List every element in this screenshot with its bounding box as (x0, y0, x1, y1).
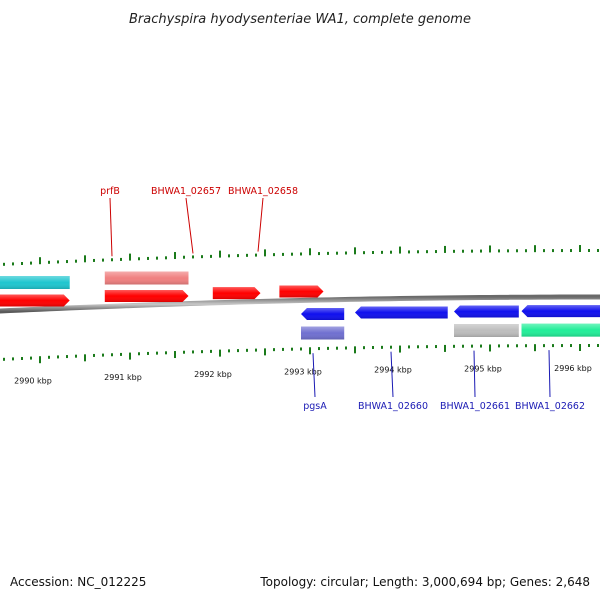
tick-label: 2995 kbp (464, 365, 502, 374)
label-leader-fwd-cds-prfB (109, 197, 113, 257)
label-leader-fwd-cds-02658 (257, 197, 264, 252)
feature-shade-rev-gene-pgsA (301, 326, 345, 340)
gene-label-rev-cds-02662: BHWA1_02662 (515, 401, 585, 412)
label-leader-rev-cds-02660 (390, 351, 394, 398)
gene-label-rev-cds-02661: BHWA1_02661 (440, 401, 510, 412)
feature-shade-fwd-cds-02658 (279, 285, 324, 298)
feature-shade-fwd-gene-prfB (104, 271, 189, 285)
feature-shade-rev-cds-02662 (521, 305, 600, 318)
feature-shade-fwd-cds-prfB (104, 290, 189, 302)
feature-shade-rev-gene-02661 (454, 324, 519, 337)
genome-summary-text: Topology: circular; Length: 3,000,694 bp… (259, 575, 590, 589)
gene-labels: prfB BHWA1_02657 BHWA1_02658 pgsA BHWA1_0266… (100, 186, 585, 412)
feature-shade-fwd-gene-0 (0, 276, 70, 289)
gene-label-fwd-cds-prfB: prfB (100, 186, 120, 197)
gene-label-fwd-cds-02658: BHWA1_02658 (228, 186, 298, 197)
map-title: Brachyspira hyodysenteriae WA1, complete… (129, 12, 471, 27)
label-leader-fwd-cds-02657 (185, 197, 194, 254)
feature-shade-rev-cds-02661 (454, 305, 519, 318)
tick-label: 2990 kbp (14, 377, 52, 386)
gene-label-fwd-cds-02657: BHWA1_02657 (151, 186, 221, 197)
ruler-tick-labels: 2990 kbp 2991 kbp 2992 kbp 2993 kbp 2994 kbp… (14, 364, 592, 385)
label-leader-rev-cds-02661 (473, 350, 476, 398)
accession-text: Accession: NC_012225 (10, 575, 146, 589)
gene-label-rev-cds-pgsA: pgsA (303, 401, 327, 412)
label-leader-rev-cds-02662 (548, 350, 551, 398)
feature-shade-rev-cds-pgsA (301, 308, 345, 320)
tick-label: 2994 kbp (374, 366, 412, 375)
tick-label: 2991 kbp (104, 373, 142, 382)
feature-shade-fwd-cds-0 (0, 294, 70, 307)
gene-features (0, 271, 600, 340)
label-leader-rev-cds-pgsA (312, 353, 316, 398)
genome-backbone (0, 294, 600, 314)
tick-label: 2992 kbp (194, 370, 232, 379)
feature-shade-fwd-cds-02657 (212, 287, 261, 300)
ruler-ticks (3, 245, 599, 364)
gene-label-rev-cds-02660: BHWA1_02660 (358, 401, 428, 412)
tick-label: 2993 kbp (284, 367, 322, 376)
tick-label: 2996 kbp (554, 364, 592, 373)
feature-shade-rev-cds-02660 (355, 306, 448, 319)
feature-shade-rev-gene-02662 (521, 323, 600, 337)
